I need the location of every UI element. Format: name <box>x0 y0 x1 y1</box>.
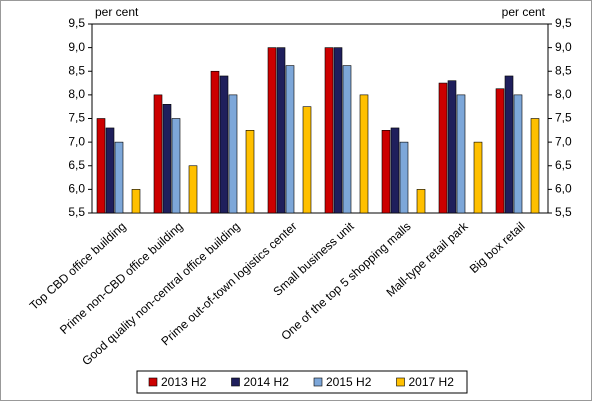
y-tick-label: 6,0 <box>68 182 85 196</box>
y2-tick-label: 8,5 <box>555 63 572 77</box>
y-tick-label: 7,5 <box>68 111 85 125</box>
bar <box>530 118 540 214</box>
y2-tick-label: 5,5 <box>555 205 572 219</box>
legend-swatch <box>313 377 323 387</box>
bar <box>131 189 141 214</box>
bar <box>495 88 505 214</box>
legend-swatch <box>396 377 405 387</box>
legend-label: 2017 H2 <box>409 375 455 389</box>
bar <box>114 141 124 214</box>
bar <box>302 106 312 214</box>
bar <box>504 75 514 214</box>
bar <box>210 70 220 214</box>
bar <box>416 189 426 214</box>
y-axis-label: per cent <box>95 5 139 19</box>
bar <box>390 127 400 214</box>
bar <box>105 127 115 214</box>
y-tick-label: 7,0 <box>68 134 85 148</box>
legend-swatch <box>231 377 240 387</box>
bar <box>188 165 198 214</box>
bar <box>438 82 448 214</box>
bar <box>342 65 352 214</box>
bar <box>245 130 255 214</box>
bar <box>219 75 229 214</box>
y2-tick-label: 9,5 <box>555 16 572 30</box>
y2-tick-label: 6,0 <box>555 182 572 196</box>
bar <box>153 94 163 214</box>
bar <box>447 80 457 214</box>
legend-swatch <box>148 377 158 387</box>
legend-label: 2015 H2 <box>326 375 372 389</box>
y2-tick-label: 8,0 <box>555 87 572 101</box>
y-tick-label: 9,5 <box>68 16 85 30</box>
bar <box>381 130 391 214</box>
y2-axis-label: per cent <box>502 5 546 19</box>
y2-tick-label: 7,0 <box>555 134 572 148</box>
bar <box>399 141 409 214</box>
y2-tick-label: 7,5 <box>555 111 572 125</box>
bar <box>473 141 483 214</box>
bar <box>276 47 286 214</box>
y-tick-label: 5,5 <box>68 205 85 219</box>
bar <box>228 94 238 214</box>
bar <box>267 47 277 214</box>
y-tick-label: 9,0 <box>68 40 85 54</box>
bar <box>162 104 172 214</box>
bar <box>96 118 106 214</box>
bar <box>171 118 181 214</box>
bar <box>456 94 466 214</box>
legend-label: 2014 H2 <box>244 375 290 389</box>
bar <box>285 65 295 214</box>
y2-tick-label: 6,5 <box>555 158 572 172</box>
y2-tick-label: 9,0 <box>555 40 572 54</box>
y-tick-label: 8,0 <box>68 87 85 101</box>
y-tick-label: 6,5 <box>68 158 85 172</box>
bar <box>324 47 334 214</box>
y-tick-label: 8,5 <box>68 63 85 77</box>
bar <box>359 94 369 214</box>
bar <box>513 94 523 214</box>
legend-box <box>136 370 468 394</box>
bar <box>333 47 343 214</box>
legend-label: 2013 H2 <box>161 375 207 389</box>
